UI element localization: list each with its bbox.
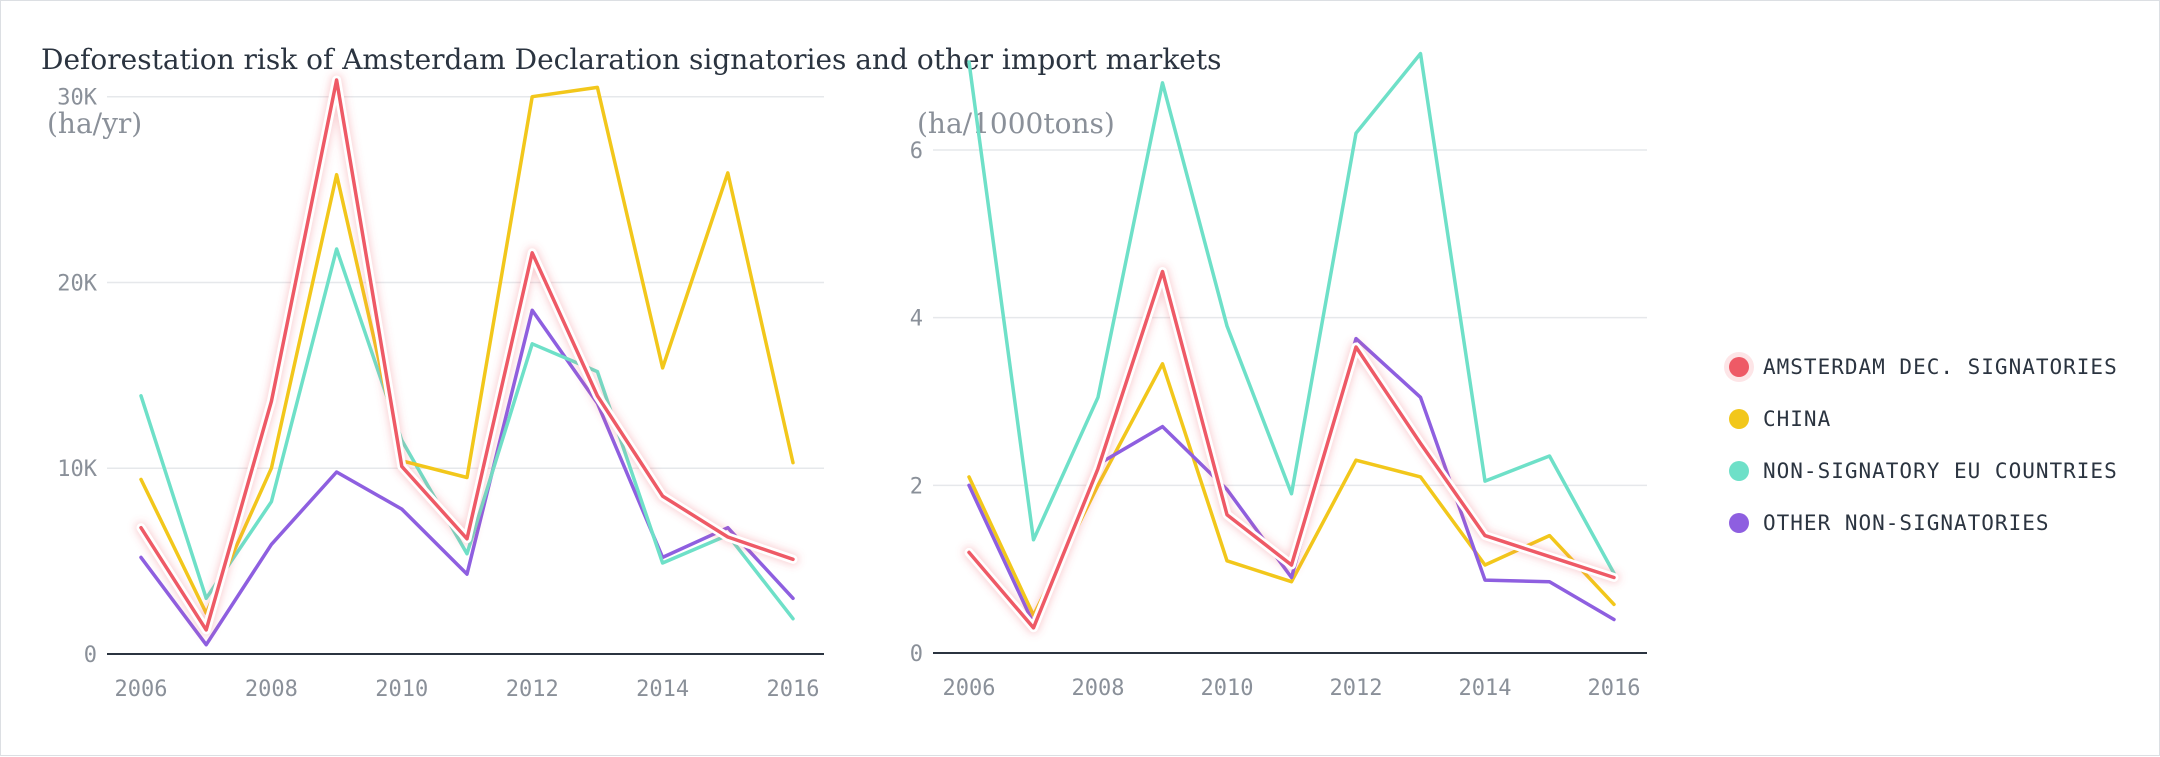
left-xtick-label-2006: 2006 <box>115 677 168 702</box>
left-ytick-label-0: 0 <box>84 643 97 668</box>
left-series-line-eu <box>139 247 795 621</box>
left-chart-unit-label: (ha/yr) <box>47 107 143 140</box>
right-xtick-label-2016: 2016 <box>1588 676 1641 701</box>
right-xtick-label-2014: 2014 <box>1459 676 1512 701</box>
left-xtick-label-2016: 2016 <box>767 677 820 702</box>
legend-swatch-china <box>1729 409 1749 429</box>
right-series-line-amsterdam <box>967 269 1616 630</box>
legend-item-eu[interactable]: NON-SIGNATORY EU COUNTRIES <box>1729 445 2118 497</box>
legend-label-eu: NON-SIGNATORY EU COUNTRIES <box>1763 459 2118 483</box>
left-xtick-label-2008: 2008 <box>245 677 298 702</box>
legend-item-other[interactable]: OTHER NON-SIGNATORIES <box>1729 497 2118 549</box>
right-xtick-label-2006: 2006 <box>943 676 996 701</box>
left-series-line-china <box>139 85 795 615</box>
legend-item-china[interactable]: CHINA <box>1729 393 2118 445</box>
legend-swatch-other <box>1729 513 1749 533</box>
left-xtick-label-2010: 2010 <box>375 677 428 702</box>
right-series-line-eu <box>967 51 1616 576</box>
legend: AMSTERDAM DEC. SIGNATORIES CHINA NON-SIG… <box>1729 341 2118 549</box>
legend-swatch-eu <box>1729 461 1749 481</box>
left-xtick-label-2014: 2014 <box>636 677 689 702</box>
right-line-chart: 0 2 4 6 2006 2008 2010 2012 2014 2016 <box>910 51 1647 701</box>
right-xtick-label-2008: 2008 <box>1072 676 1125 701</box>
right-ytick-label-0: 0 <box>910 642 923 667</box>
right-xtick-label-2010: 2010 <box>1201 676 1254 701</box>
left-xtick-label-2012: 2012 <box>506 677 559 702</box>
right-xtick-label-2012: 2012 <box>1330 676 1383 701</box>
right-chart-unit-label: (ha/1000tons) <box>917 107 1115 140</box>
right-ytick-label-2: 2 <box>910 474 923 499</box>
legend-label-amsterdam: AMSTERDAM DEC. SIGNATORIES <box>1763 355 2118 379</box>
left-ytick-label-30000: 30K <box>57 86 97 111</box>
right-ytick-label-6: 6 <box>910 139 923 164</box>
right-ytick-label-4: 4 <box>910 307 923 332</box>
legend-item-amsterdam[interactable]: AMSTERDAM DEC. SIGNATORIES <box>1729 341 2118 393</box>
legend-label-china: CHINA <box>1763 407 1832 431</box>
chart-title: Deforestation risk of Amsterdam Declarat… <box>41 43 1222 76</box>
legend-swatch-amsterdam <box>1729 357 1749 377</box>
left-ytick-label-20000: 20K <box>57 271 97 296</box>
left-line-chart: 0 10K 20K 30K 2006 2008 2010 2012 2014 2016 <box>57 74 824 702</box>
legend-label-other: OTHER NON-SIGNATORIES <box>1763 511 2050 535</box>
left-ytick-label-10000: 10K <box>57 457 97 482</box>
left-series-line-amsterdam <box>139 78 795 632</box>
left-series-line-other <box>139 308 795 647</box>
